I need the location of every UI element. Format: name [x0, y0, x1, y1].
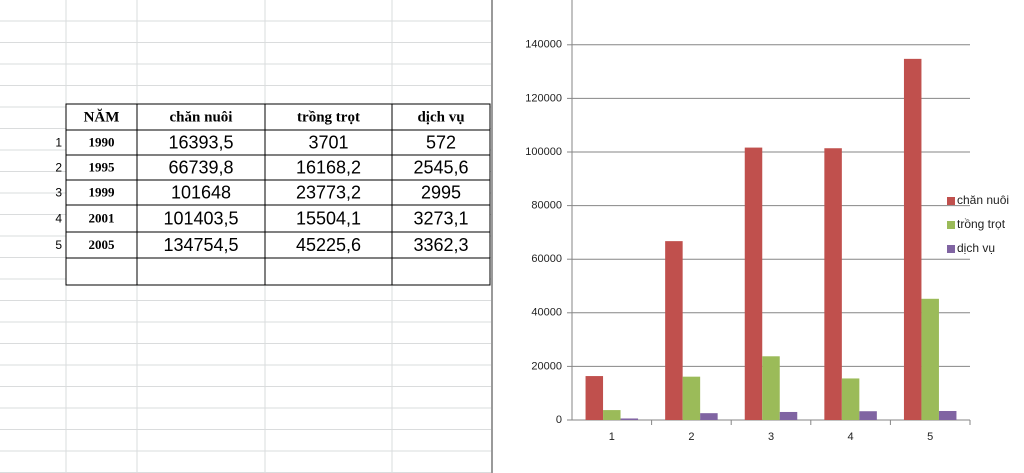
row-number: 5: [55, 238, 62, 252]
table-cell: 134754,5: [163, 235, 238, 255]
table-header: trồng trọt: [297, 109, 360, 125]
table-cell: 3362,3: [413, 235, 468, 255]
x-tick-label: 2: [688, 431, 694, 443]
y-tick-label: 140000: [525, 39, 562, 51]
legend-swatch: [947, 245, 955, 253]
y-tick-label: 40000: [531, 307, 562, 319]
table-cell: 101648: [171, 182, 231, 202]
table-header: chăn nuôi: [170, 109, 233, 125]
row-number: 4: [55, 212, 62, 226]
bar: [824, 148, 842, 420]
table-header: NĂM: [84, 108, 120, 125]
bar: [903, 58, 922, 420]
y-tick-label: 60000: [531, 253, 562, 265]
year-cell: 1995: [89, 159, 116, 174]
bar: [762, 356, 780, 420]
table-cell: 101403,5: [163, 208, 238, 228]
y-tick-label: 0: [556, 414, 562, 426]
legend-label: dịch vụ: [957, 241, 995, 255]
bar: [682, 376, 701, 420]
bar: [620, 418, 639, 420]
bar: [921, 298, 939, 420]
y-tick-label: 100000: [525, 146, 562, 158]
bar: [779, 411, 798, 420]
row-number: 1: [55, 136, 62, 150]
table-cell: 2545,6: [413, 157, 468, 177]
table-cell: 23773,2: [296, 182, 361, 202]
bar: [938, 410, 957, 420]
table-cell: 15504,1: [296, 208, 361, 228]
table-cell: 3701: [308, 132, 348, 152]
table-cell: 572: [426, 132, 456, 152]
x-tick-label: 4: [848, 431, 854, 443]
year-cell: 1999: [89, 184, 116, 199]
y-tick-label: 20000: [531, 360, 562, 372]
row-number: 2: [55, 161, 62, 175]
y-tick-label: 80000: [531, 200, 562, 212]
y-tick-label: 120000: [525, 92, 562, 104]
table-cell: 16168,2: [296, 157, 361, 177]
row-number: 3: [55, 186, 62, 200]
table-cell: 66739,8: [168, 157, 233, 177]
bar: [744, 147, 763, 420]
table-cell: 16393,5: [168, 132, 233, 152]
legend-swatch: [947, 221, 955, 229]
table-cell: 3273,1: [413, 208, 468, 228]
table-header: dịch vụ: [417, 109, 464, 125]
bar: [585, 376, 604, 420]
bar: [859, 411, 877, 420]
table-cell: 45225,6: [296, 235, 361, 255]
legend-label: trồng trọt: [957, 217, 1006, 231]
bar: [700, 413, 718, 420]
year-cell: 1990: [89, 134, 115, 149]
table-cell: 2995: [421, 182, 461, 202]
year-cell: 2005: [89, 237, 116, 252]
legend-label: chăn nuôi: [957, 193, 1009, 207]
x-tick-label: 1: [609, 431, 615, 443]
bar: [841, 378, 860, 420]
legend-swatch: [947, 197, 955, 205]
x-tick-label: 3: [768, 431, 774, 443]
bar: [603, 410, 621, 420]
year-cell: 2001: [89, 210, 115, 225]
bar: [665, 241, 683, 420]
x-tick-label: 5: [927, 431, 933, 443]
